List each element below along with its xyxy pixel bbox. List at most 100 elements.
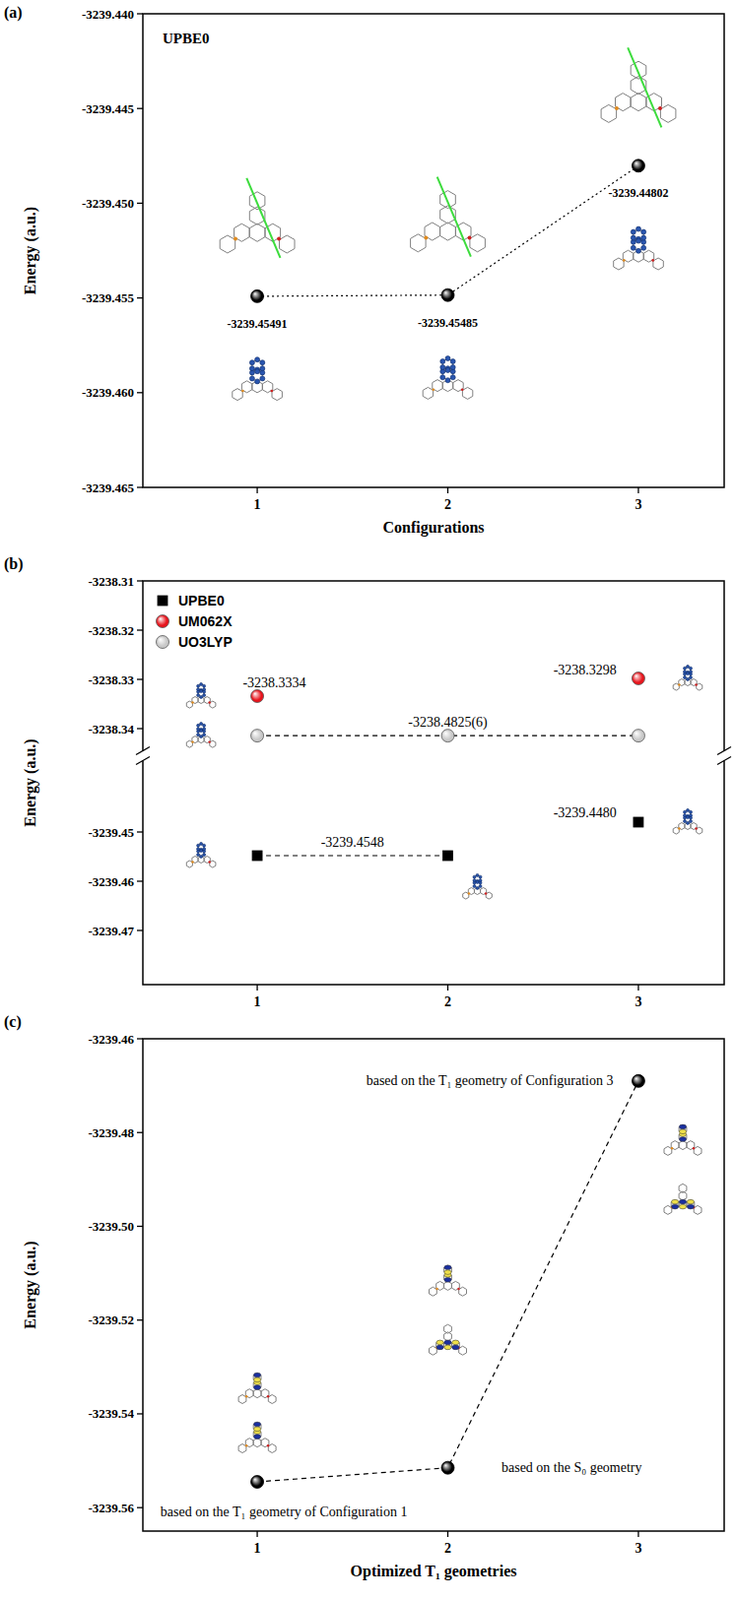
x-tick bbox=[447, 985, 449, 992]
molecule-atom bbox=[677, 683, 680, 686]
spin-density bbox=[440, 359, 446, 365]
molecule-ring bbox=[440, 222, 457, 241]
y-tick bbox=[136, 297, 143, 299]
molecule-ring bbox=[613, 258, 624, 270]
y-tick bbox=[136, 880, 143, 882]
spin-density bbox=[255, 357, 261, 363]
figure: -3239.465-3239.460-3239.455-3239.450-323… bbox=[0, 0, 735, 1600]
plot-area bbox=[251, 159, 646, 304]
panel-letter: (a) bbox=[3, 3, 23, 22]
annotation: -3238.4825(6) bbox=[407, 715, 488, 732]
spin-density bbox=[200, 849, 203, 853]
molecule-ring bbox=[267, 1396, 276, 1405]
spin-density bbox=[445, 356, 451, 362]
molecule-ring bbox=[444, 1266, 453, 1275]
spin-density bbox=[689, 820, 693, 824]
axis-break-mark bbox=[717, 757, 732, 766]
molecule-ring bbox=[462, 387, 472, 400]
x-tick-label: 2 bbox=[444, 995, 452, 1010]
molecule-sketch bbox=[613, 226, 665, 270]
spin-density bbox=[200, 855, 203, 859]
molecule-sketch bbox=[601, 47, 676, 128]
molecule-ring bbox=[678, 1201, 687, 1210]
x-tick-label: 1 bbox=[254, 995, 262, 1010]
molecule-atom bbox=[245, 1396, 248, 1399]
spin-density bbox=[200, 842, 203, 846]
molecule-atom bbox=[484, 892, 487, 895]
x-axis-title: Configurations bbox=[382, 519, 484, 537]
y-tick-label: -3238.31 bbox=[87, 574, 134, 590]
orbital-lobe bbox=[444, 1345, 452, 1351]
data-point bbox=[252, 851, 263, 862]
spin-density bbox=[200, 688, 203, 692]
molecule-ring bbox=[678, 1125, 687, 1135]
molecule-atom bbox=[241, 390, 245, 394]
spin-density bbox=[202, 688, 206, 692]
y-tick-label: -3239.50 bbox=[87, 1219, 134, 1235]
spin-density bbox=[641, 245, 647, 251]
y-tick-label: -3239.47 bbox=[87, 924, 134, 939]
y-tick bbox=[136, 12, 143, 14]
orbital-lobe bbox=[671, 1204, 679, 1210]
molecule-ring bbox=[686, 1141, 695, 1151]
y-tick-label: -3239.52 bbox=[87, 1313, 134, 1329]
y-tick bbox=[136, 1508, 143, 1510]
molecule-ring bbox=[469, 234, 486, 253]
legend-label: UO3LYP bbox=[178, 634, 233, 651]
spin-density bbox=[445, 378, 451, 384]
y-tick-label: -3239.460 bbox=[81, 385, 134, 401]
data-label: -3239.45485 bbox=[417, 316, 478, 331]
molecule-sketch bbox=[186, 682, 216, 709]
molecule-ring bbox=[279, 235, 296, 254]
orbital-lobe bbox=[452, 1340, 460, 1346]
molecule-atom bbox=[435, 1288, 438, 1291]
molecule-ring bbox=[452, 1340, 461, 1350]
molecule-sketch bbox=[664, 1125, 702, 1156]
molecule-ring bbox=[630, 93, 647, 112]
molecule-sketch bbox=[664, 1184, 702, 1215]
spin-density bbox=[202, 728, 206, 732]
molecule-ring bbox=[253, 1423, 262, 1433]
x-tick bbox=[637, 487, 639, 494]
legend-marker bbox=[156, 636, 170, 650]
y-tick bbox=[136, 108, 143, 110]
labels: UPBE0UM062XUO3LYP-3238.3334-3238.3298-32… bbox=[156, 593, 617, 851]
panel-letter: (c) bbox=[3, 1013, 22, 1032]
molecule-ring bbox=[192, 736, 199, 744]
spin-density bbox=[200, 723, 203, 727]
spin-density bbox=[636, 248, 642, 254]
spin-density bbox=[478, 885, 482, 889]
spin-density bbox=[683, 670, 687, 674]
molecule-ring bbox=[238, 1396, 247, 1405]
spin-density bbox=[472, 885, 476, 889]
legend-label: UM062X bbox=[178, 613, 233, 630]
molecule-atom bbox=[245, 1445, 248, 1448]
spin-density bbox=[475, 879, 479, 883]
spin-density bbox=[689, 810, 693, 814]
annotation: based on the T₁ geometry of Configuratio… bbox=[366, 1073, 614, 1089]
y-tick-label: -3239.54 bbox=[87, 1406, 134, 1422]
molecule-ring bbox=[261, 1439, 269, 1449]
plot-area bbox=[251, 1074, 646, 1489]
spin-density bbox=[683, 810, 687, 814]
plot-frame bbox=[142, 581, 725, 986]
series-line bbox=[257, 1081, 639, 1483]
y-tick bbox=[136, 1133, 143, 1135]
axis-break-mark bbox=[717, 747, 732, 756]
molecule-atom bbox=[267, 1396, 269, 1399]
x-tick bbox=[637, 985, 639, 992]
molecule-atom bbox=[467, 892, 470, 895]
molecule-ring bbox=[467, 888, 474, 896]
spin-density bbox=[200, 689, 203, 693]
spin-density bbox=[202, 694, 206, 698]
molecule-atom bbox=[670, 1147, 673, 1150]
molecule-atom bbox=[276, 237, 281, 242]
molecule-ring bbox=[429, 1346, 438, 1356]
molecule-atom bbox=[677, 827, 680, 830]
spin-density bbox=[202, 684, 206, 688]
y-tick-label: -3239.45 bbox=[87, 825, 134, 841]
molecule-ring bbox=[238, 1445, 247, 1455]
molecule-ring bbox=[432, 380, 443, 393]
spin-density bbox=[200, 695, 203, 699]
y-tick-label: -3239.48 bbox=[87, 1126, 134, 1141]
